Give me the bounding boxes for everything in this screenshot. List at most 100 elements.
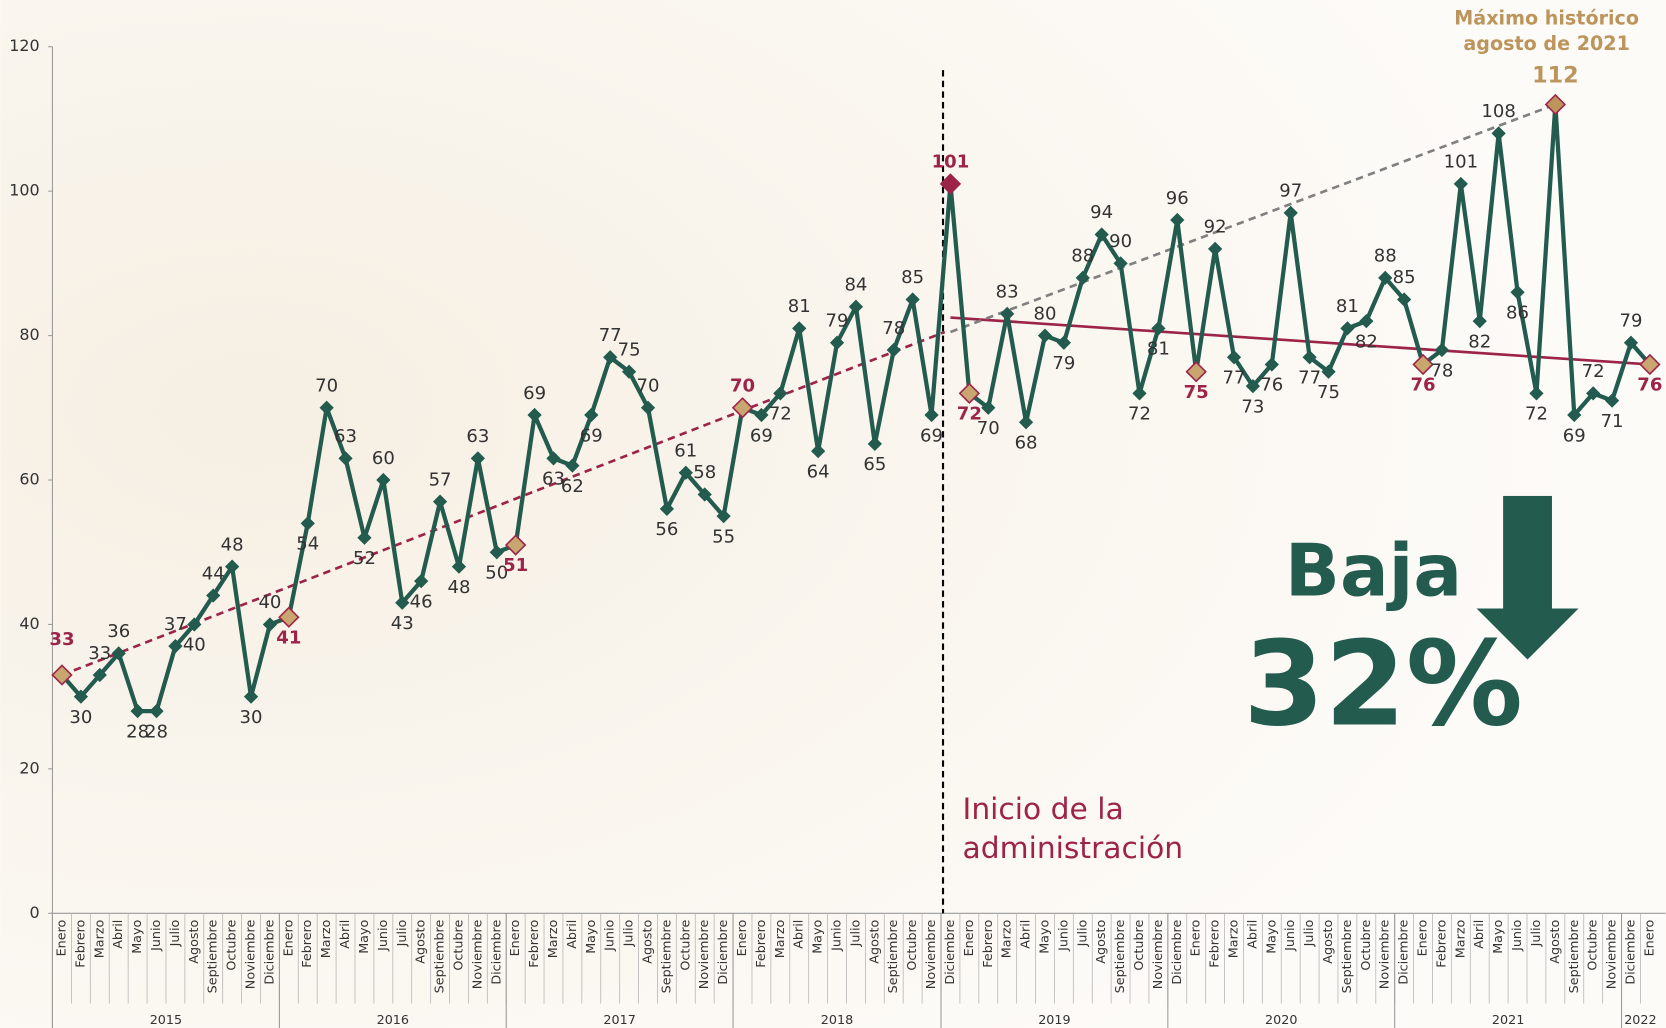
page: 020406080100120EneroFebreroMarzoAbrilMay… [0, 0, 1666, 1028]
month-label: Noviembre [1151, 920, 1166, 990]
value-label: 57 [429, 469, 452, 490]
value-label: 58 [693, 462, 716, 483]
max-annotation: agosto de 2021 [1463, 32, 1629, 55]
month-label: Agosto [414, 919, 429, 963]
value-label: 62 [561, 476, 584, 497]
year-label: 2016 [377, 1013, 409, 1028]
month-label: Mayo [1037, 919, 1052, 953]
month-label: Marzo [773, 919, 788, 958]
value-label: 79 [1619, 311, 1642, 332]
month-label: Septiembre [206, 920, 221, 994]
value-label: 75 [618, 339, 641, 360]
value-label: 82 [1355, 331, 1378, 352]
year-label: 2015 [150, 1013, 182, 1028]
value-label: 69 [750, 425, 773, 446]
month-label: Abril [792, 920, 807, 949]
month-label: Agosto [641, 919, 656, 963]
value-label: 75 [1317, 382, 1340, 403]
value-label: 80 [1033, 303, 1056, 324]
month-label: Enero [281, 919, 296, 956]
month-label: Mayo [1491, 919, 1506, 953]
month-label: Junio [830, 919, 845, 951]
month-label: Diciembre [489, 920, 504, 985]
value-label: 33 [49, 629, 74, 650]
month-label: Marzo [1227, 919, 1242, 958]
month-label: Junio [1510, 919, 1525, 951]
month-label: Abril [565, 920, 580, 949]
value-label: 81 [1147, 339, 1170, 360]
divider-annotation: Inicio de la [963, 792, 1124, 827]
value-label: 63 [466, 426, 489, 447]
value-label: 60 [372, 448, 395, 469]
value-label: 70 [315, 376, 338, 397]
value-label: 48 [447, 577, 470, 598]
chart: 020406080100120EneroFebreroMarzoAbrilMay… [0, 0, 1666, 1028]
month-label: Julio [168, 919, 183, 947]
month-label: Octubre [225, 920, 240, 971]
value-label: 30 [240, 707, 263, 728]
month-label: Diciembre [1623, 920, 1638, 985]
value-label: 69 [523, 383, 546, 404]
value-label: 64 [807, 461, 830, 482]
value-label: 40 [183, 635, 206, 656]
value-label: 84 [844, 274, 867, 295]
value-label: 28 [145, 721, 168, 742]
month-label: Noviembre [924, 920, 939, 990]
month-label: Agosto [1094, 919, 1109, 963]
value-label: 72 [1525, 404, 1548, 425]
month-label: Julio [848, 919, 863, 947]
month-label: Junio [1283, 919, 1298, 951]
month-label: Agosto [867, 919, 882, 963]
month-label: Abril [111, 920, 126, 949]
value-label: 70 [730, 376, 755, 397]
y-tick-label: 0 [30, 903, 40, 922]
value-label: 85 [1393, 267, 1416, 288]
value-label: 51 [503, 555, 528, 576]
month-label: Junio [603, 919, 618, 951]
month-label: Febrero [1208, 919, 1223, 967]
month-label: Enero [1189, 919, 1204, 956]
value-label: 30 [69, 707, 92, 728]
value-label: 86 [1506, 302, 1529, 323]
month-label: Julio [622, 919, 637, 947]
value-label: 56 [655, 519, 678, 540]
value-label: 69 [920, 425, 943, 446]
value-label: 40 [258, 592, 281, 613]
month-label: Noviembre [1378, 920, 1393, 990]
month-label: Febrero [754, 919, 769, 967]
month-label: Septiembre [1340, 920, 1355, 994]
value-label: 79 [826, 311, 849, 332]
value-label: 46 [410, 591, 433, 612]
value-label: 71 [1601, 411, 1624, 432]
background [0, 0, 1665, 1028]
value-label: 37 [164, 614, 187, 635]
value-label: 78 [1430, 360, 1453, 381]
month-label: Septiembre [1113, 920, 1128, 994]
y-tick-label: 100 [9, 181, 39, 200]
value-label: 82 [1468, 331, 1491, 352]
value-label: 83 [996, 282, 1019, 303]
value-label: 97 [1279, 181, 1302, 202]
arrow-shaft [1503, 496, 1552, 611]
month-label: Octubre [451, 920, 466, 971]
y-tick-label: 20 [19, 758, 39, 777]
value-label: 76 [1637, 375, 1662, 396]
value-label: 108 [1481, 101, 1515, 122]
month-label: Diciembre [716, 920, 731, 985]
month-label: Enero [508, 919, 523, 956]
month-label: Enero [55, 919, 70, 956]
year-label: 2018 [821, 1013, 853, 1028]
value-label: 41 [276, 627, 301, 648]
value-label: 75 [1184, 382, 1209, 403]
value-label: 85 [901, 267, 924, 288]
month-label: Mayo [1264, 919, 1279, 953]
max-label: 112 [1532, 62, 1579, 88]
month-label: Octubre [1586, 920, 1601, 971]
month-label: Marzo [1453, 919, 1468, 958]
month-label: Agosto [1548, 919, 1563, 963]
value-label: 68 [1015, 432, 1038, 453]
value-label: 55 [712, 526, 735, 547]
value-label: 43 [391, 613, 414, 634]
change-value: 32% [1243, 617, 1523, 753]
month-label: Septiembre [886, 920, 901, 994]
